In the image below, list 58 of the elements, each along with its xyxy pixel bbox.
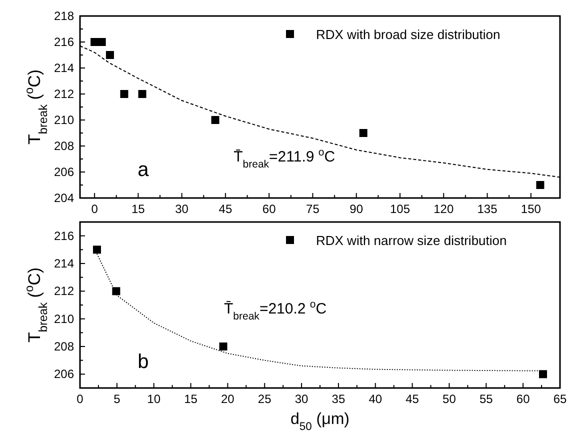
x-tick-label: 65 (553, 392, 567, 406)
x-tick-label: 40 (368, 392, 382, 406)
y-tick-label: 204 (54, 191, 74, 205)
legend-label: RDX with broad size distribution (316, 27, 500, 42)
x-tick-label: 120 (434, 202, 454, 216)
y-tick-label: 212 (54, 87, 74, 101)
y-tick-label: 216 (54, 228, 74, 243)
x-tick-label: 0 (76, 392, 84, 406)
x-tick-label: 35 (332, 392, 346, 406)
annotation: b (138, 351, 149, 374)
y-tick-label: 206 (54, 367, 74, 382)
point (211, 116, 220, 124)
annotation: T̄$_{break}$=211.9 $^{o}$C (234, 146, 336, 171)
annotation: T̄$_{break}$=210.2 $^{o}$C (224, 298, 327, 322)
x-tick-label: 105 (390, 202, 410, 216)
x-tick-label: 60 (262, 202, 276, 216)
x-tick-label: 45 (406, 392, 420, 406)
point (536, 181, 544, 189)
x-tick-label: 135 (477, 202, 498, 216)
x-tick-label: 15 (132, 202, 146, 216)
y-tick-label: 218 (54, 9, 74, 23)
y-tick-label: 208 (54, 139, 74, 153)
point (112, 287, 120, 296)
point (539, 370, 548, 378)
legend-label: RDX with narrow size distribution (316, 233, 507, 248)
x-tick-label: 15 (184, 392, 198, 406)
x-tick-label: 55 (479, 392, 494, 406)
point (98, 38, 106, 46)
x-tick-label: 150 (520, 202, 542, 216)
y-tick-label: 206 (54, 165, 74, 179)
x-tick-label: 50 (442, 392, 456, 406)
x-tick-label: 0 (91, 202, 98, 216)
x-tick-label: 30 (175, 202, 189, 216)
x-tick-label: 30 (294, 392, 309, 406)
point (138, 90, 146, 98)
x-tick-label: 60 (516, 392, 530, 406)
point (90, 38, 99, 46)
y-tick-label: 214 (54, 256, 74, 270)
x-tick-label: 90 (350, 202, 364, 216)
annotation: a (138, 159, 150, 182)
x-tick-label: 25 (258, 392, 272, 406)
y-tick-label: 208 (54, 340, 74, 354)
x-axis-title: d$_{50}$ (μm) (290, 411, 350, 433)
y-tick-label: 210 (54, 113, 74, 127)
x-tick-label: 45 (218, 202, 232, 216)
point (219, 342, 228, 350)
point (359, 129, 368, 137)
x-tick-label: 10 (147, 392, 161, 406)
x-tick-label: 20 (221, 392, 235, 406)
y-tick-label: 212 (54, 284, 74, 298)
point (120, 90, 128, 98)
point (92, 246, 101, 254)
y-tick-label: 216 (54, 35, 74, 49)
y-tick-label: 214 (54, 61, 74, 75)
y-tick-label: 210 (54, 312, 74, 326)
x-tick-label: 5 (114, 392, 121, 406)
x-tick-label: 75 (306, 202, 320, 216)
point (106, 51, 114, 59)
